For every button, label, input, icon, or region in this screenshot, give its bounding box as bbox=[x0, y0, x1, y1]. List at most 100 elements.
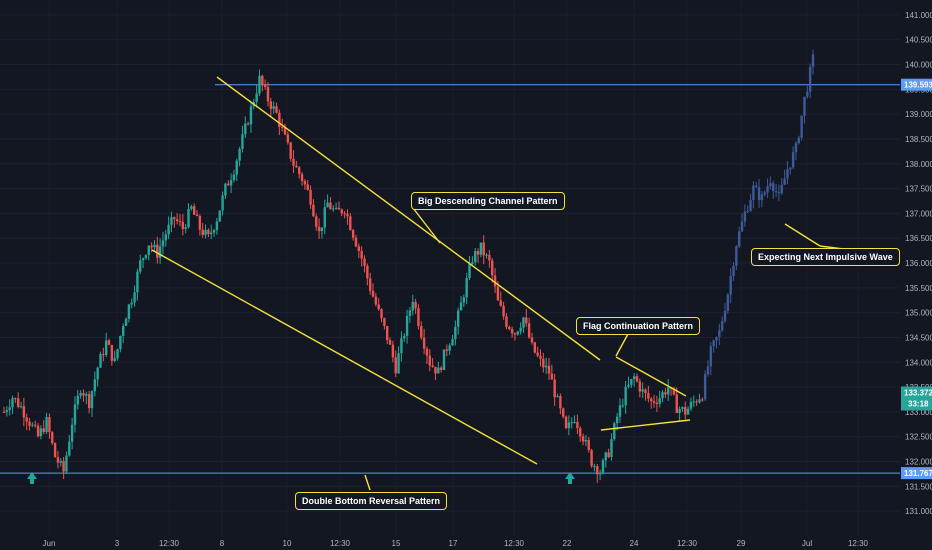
candle bbox=[533, 342, 537, 353]
projection-candle bbox=[709, 346, 713, 367]
candle bbox=[289, 142, 292, 159]
candle bbox=[269, 101, 273, 109]
candle bbox=[451, 339, 454, 346]
flag-upper-line bbox=[615, 356, 687, 397]
projection-candle bbox=[757, 187, 761, 201]
annotation-flag-continuation: Flag Continuation Pattern bbox=[576, 317, 700, 335]
double-bottom-arrows bbox=[27, 472, 575, 484]
projection-candle bbox=[774, 191, 778, 193]
candle bbox=[238, 148, 241, 161]
candle bbox=[150, 245, 153, 248]
candle bbox=[544, 365, 548, 368]
candle bbox=[550, 373, 554, 380]
candle bbox=[147, 245, 150, 255]
candle bbox=[360, 250, 363, 259]
candle bbox=[431, 365, 434, 367]
x-tick-label: 12:30 bbox=[330, 539, 351, 548]
candle bbox=[394, 357, 397, 374]
candle bbox=[425, 348, 429, 356]
projection-candle bbox=[755, 185, 758, 188]
candle bbox=[527, 323, 531, 338]
candle bbox=[11, 398, 14, 408]
candle bbox=[632, 376, 636, 379]
candle bbox=[161, 240, 165, 247]
candle bbox=[48, 417, 51, 433]
candle bbox=[42, 428, 45, 433]
candle bbox=[363, 258, 366, 266]
flag-lower-line bbox=[600, 419, 691, 431]
candle bbox=[468, 263, 471, 279]
candle bbox=[479, 242, 483, 255]
projection-candle bbox=[763, 192, 766, 195]
candle bbox=[383, 318, 386, 327]
y-tick-label: 134.500 bbox=[905, 333, 932, 342]
candle bbox=[104, 340, 108, 356]
projection-candle bbox=[746, 210, 749, 212]
candle bbox=[167, 224, 170, 235]
projection-candle bbox=[749, 199, 752, 211]
candle bbox=[286, 134, 290, 143]
candle bbox=[141, 258, 145, 261]
candle bbox=[675, 394, 678, 413]
countdown-label: 33:18 bbox=[908, 399, 929, 408]
candle bbox=[439, 367, 443, 370]
projection-candle bbox=[789, 167, 792, 170]
candle bbox=[556, 395, 559, 398]
candle bbox=[87, 394, 91, 409]
candle bbox=[312, 204, 315, 217]
candle bbox=[516, 331, 519, 335]
candle bbox=[630, 378, 633, 385]
x-tick-label: 24 bbox=[630, 539, 639, 548]
x-tick-label: Jun bbox=[43, 539, 56, 548]
callout-pointer-channel bbox=[412, 207, 441, 244]
candle bbox=[14, 398, 17, 400]
y-tick-label: 134.000 bbox=[905, 358, 932, 367]
candle bbox=[246, 123, 250, 125]
candle bbox=[195, 214, 199, 216]
candle bbox=[340, 209, 343, 214]
candle bbox=[408, 310, 412, 316]
candle bbox=[263, 84, 267, 87]
candle bbox=[397, 353, 400, 374]
candle bbox=[198, 215, 202, 230]
candle bbox=[510, 329, 514, 334]
candle bbox=[650, 398, 653, 402]
candle bbox=[573, 421, 576, 423]
candle bbox=[542, 358, 545, 368]
projection-candle bbox=[766, 186, 769, 193]
candle bbox=[298, 167, 301, 175]
candle bbox=[249, 106, 253, 125]
candle bbox=[326, 202, 329, 208]
callout-pointer-double-bottom bbox=[364, 474, 371, 491]
current-price-label: 133.372 bbox=[904, 388, 932, 397]
candle bbox=[224, 183, 227, 196]
candle bbox=[553, 379, 556, 398]
candle bbox=[621, 405, 625, 407]
candle bbox=[178, 220, 182, 222]
annotation-big-descending-channel: Big Descending Channel Pattern bbox=[411, 192, 565, 210]
candle bbox=[615, 416, 619, 424]
price-badges: 139.593 131.767 133.372 33:18 bbox=[901, 78, 932, 480]
projection-candle bbox=[735, 246, 738, 266]
candle bbox=[496, 286, 500, 301]
candle bbox=[334, 207, 338, 209]
candle bbox=[170, 217, 173, 225]
candle bbox=[655, 402, 659, 404]
candle bbox=[391, 344, 395, 358]
candle bbox=[567, 422, 571, 429]
candle bbox=[686, 408, 690, 415]
projection-candle bbox=[800, 115, 803, 138]
candle bbox=[68, 441, 71, 456]
candle bbox=[337, 207, 341, 210]
candle bbox=[82, 393, 85, 396]
candle bbox=[280, 126, 284, 128]
candle bbox=[204, 229, 207, 235]
projection-candle bbox=[786, 169, 789, 179]
candle bbox=[638, 381, 642, 392]
candle bbox=[53, 443, 57, 458]
candle bbox=[31, 424, 34, 426]
candle bbox=[644, 389, 647, 394]
candle bbox=[377, 304, 380, 310]
candle bbox=[187, 208, 190, 228]
